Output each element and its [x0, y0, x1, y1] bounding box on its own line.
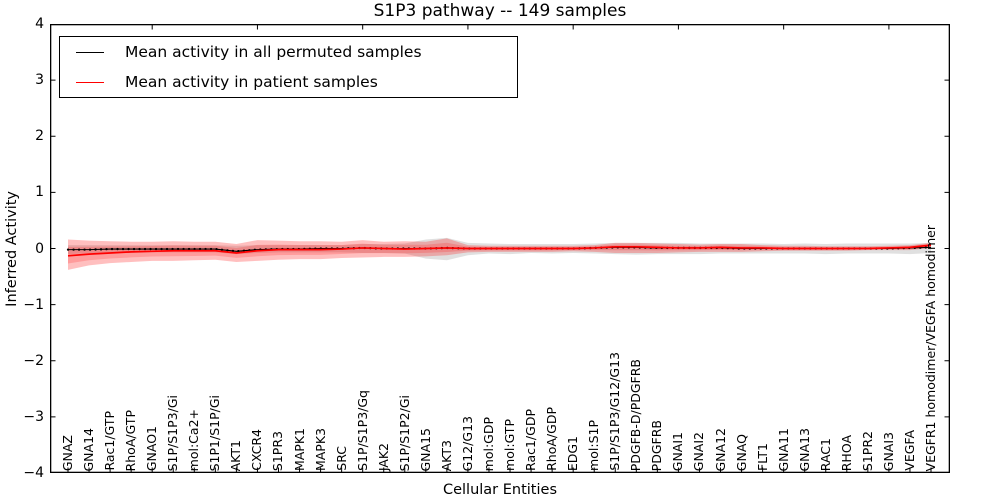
- x-tick-label: GNA15: [417, 427, 433, 472]
- x-tick-label: GNAQ: [733, 433, 749, 471]
- x-tick-label: EDG1: [565, 435, 581, 471]
- x-tick-label: VEGFA: [901, 430, 917, 471]
- x-axis-label: Cellular Entities: [442, 482, 558, 498]
- x-tick-label: CXCR4: [249, 429, 265, 471]
- x-tick-label: GNA14: [81, 427, 97, 472]
- legend: Mean activity in all permuted samples Me…: [59, 36, 518, 98]
- legend-item-patient: Mean activity in patient samples: [60, 68, 517, 96]
- x-tick-label: GNA11: [775, 427, 791, 472]
- x-tick-label: RhoA/GDP: [544, 407, 560, 471]
- x-tick-label: AKT1: [228, 439, 244, 471]
- plot-canvas: [50, 24, 950, 473]
- x-tick-label: FLT1: [754, 442, 770, 471]
- y-tick-label: 2: [35, 128, 44, 145]
- y-tick-label: 1: [35, 184, 44, 201]
- x-tick-label: S1P/S1P3/G12/G13: [607, 352, 623, 471]
- x-tick-label: JAK2: [375, 442, 391, 471]
- x-tick-label: PDGFRB: [649, 419, 665, 471]
- x-tick-label: SRC: [333, 446, 349, 471]
- y-tick-label: −1: [23, 296, 44, 313]
- legend-line-permuted: [76, 51, 104, 53]
- y-tick-label: 4: [35, 16, 44, 32]
- x-tick-label: mol:Ca2+: [186, 408, 202, 471]
- axes-frame: [50, 24, 950, 473]
- x-tick-label: G12/G13: [459, 415, 475, 471]
- x-tick-label: GNAI1: [670, 431, 686, 471]
- y-tick-label: 3: [35, 72, 44, 89]
- y-tick-label: −3: [23, 408, 44, 425]
- x-tick-label: GNA12: [712, 427, 728, 472]
- y-tick-label: 0: [35, 240, 44, 257]
- x-tick-label: S1PR2: [859, 430, 875, 471]
- x-tick-label: GNAO1: [144, 425, 160, 471]
- x-tick-label: RAC1: [817, 437, 833, 471]
- y-tick-label: −4: [23, 465, 44, 481]
- x-tick-label: mol:GTP: [502, 419, 518, 471]
- patient-std-band-outer: [68, 238, 931, 270]
- legend-label-patient: Mean activity in patient samples: [125, 73, 378, 91]
- x-tick-label: PDGFB-D/PDGFRB: [628, 358, 644, 471]
- x-tick-label: S1PR3: [270, 430, 286, 471]
- x-tick-label: Rac1/GDP: [523, 409, 539, 471]
- chart-title: S1P3 pathway -- 149 samples: [373, 1, 627, 21]
- x-tick-label: MAPK3: [312, 427, 328, 471]
- x-tick-label: mol:GDP: [480, 416, 496, 471]
- x-tick-label: GNA13: [796, 427, 812, 472]
- x-tick-label: S1P/S1P3/Gq: [354, 390, 370, 471]
- patient-mean-line: [67, 244, 932, 257]
- x-tick-label: VEGFR1 homodimer/VEGFA homodimer: [923, 224, 938, 471]
- x-tick-label: AKT3: [438, 439, 454, 471]
- x-tick-label: GNAZ: [60, 434, 75, 471]
- legend-label-permuted: Mean activity in all permuted samples: [125, 43, 422, 61]
- x-tick-label: GNAI2: [691, 431, 707, 471]
- x-tick-label: S1P1/S1P/Gi: [207, 394, 223, 471]
- legend-item-permuted: Mean activity in all permuted samples: [60, 38, 517, 66]
- plot-area: [50, 24, 950, 473]
- y-tick-label: −2: [23, 352, 44, 369]
- x-tick-label: RhoA/GTP: [123, 409, 139, 471]
- x-tick-label: S1P/S1P2/Gi: [396, 394, 412, 471]
- legend-line-patient: [76, 81, 104, 83]
- x-tick-label: GNAI3: [880, 431, 896, 471]
- x-tick-label: RHOA: [838, 434, 854, 471]
- x-tick-label: mol:S1P: [586, 420, 602, 471]
- x-tick-label: Rac1/GTP: [102, 411, 118, 471]
- x-tick-label: S1P/S1P3/Gi: [165, 394, 181, 471]
- x-tick-label: MAPK1: [291, 427, 307, 471]
